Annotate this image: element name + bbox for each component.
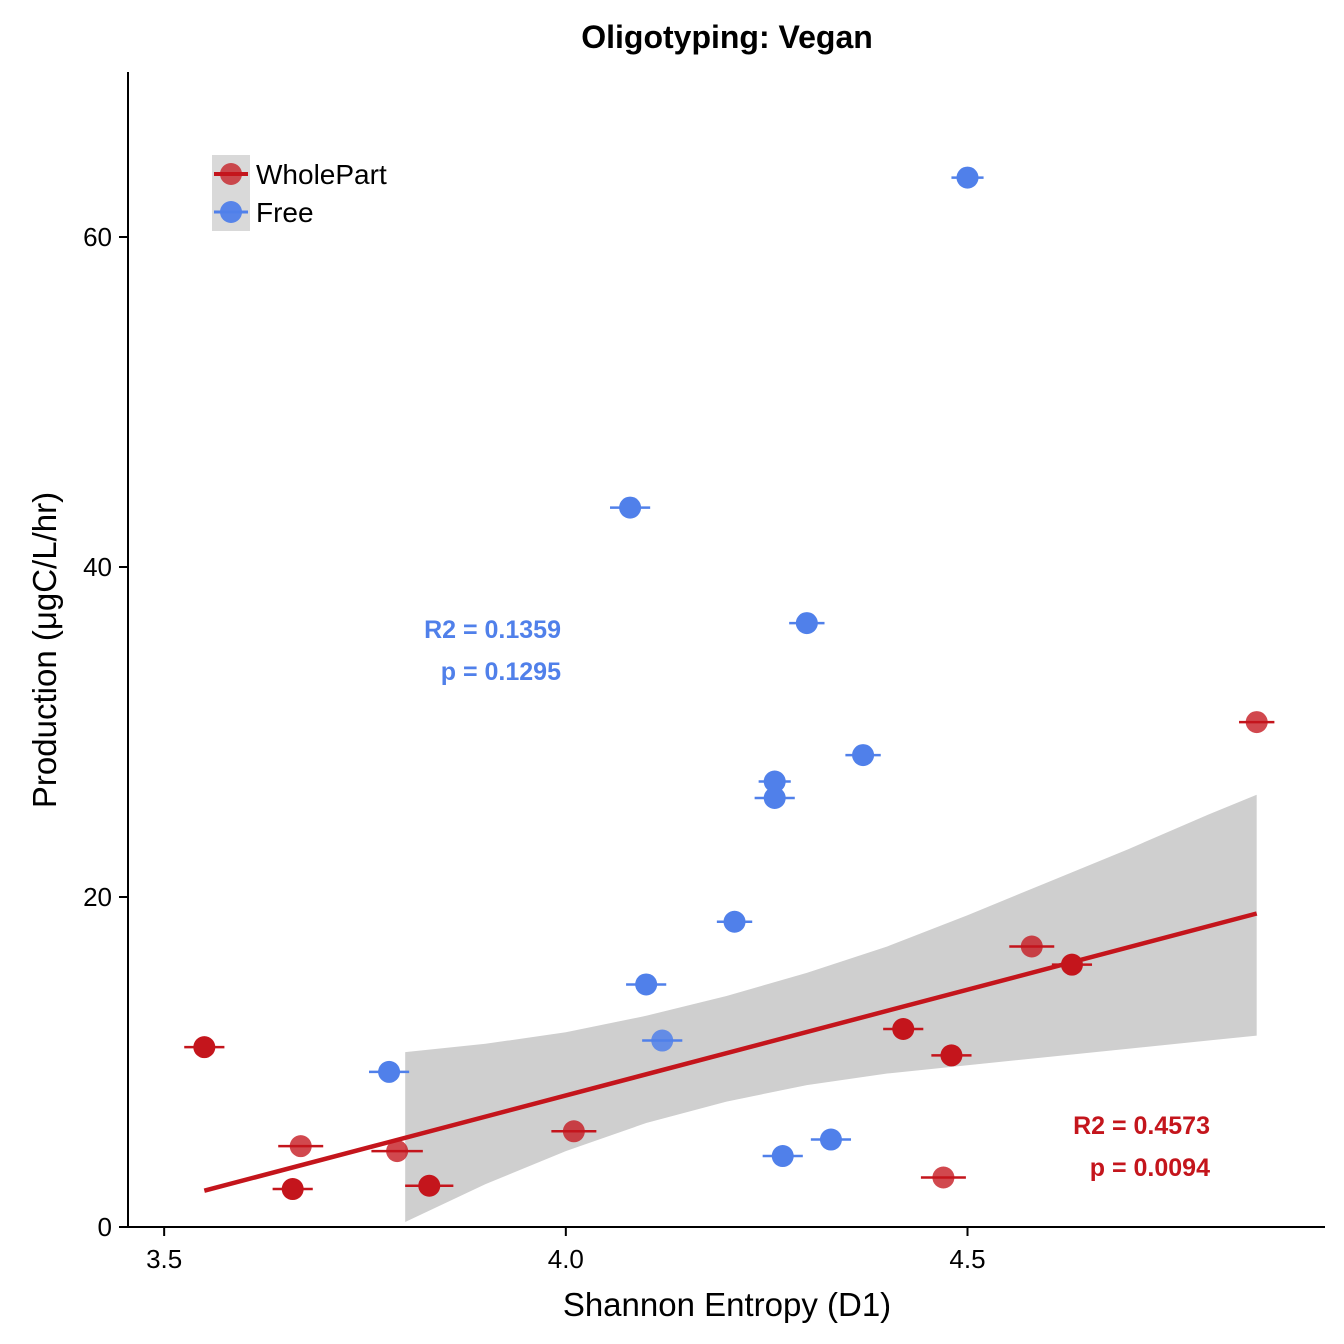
r2-label-wholepart: R2 = 0.4573 <box>1073 1112 1210 1140</box>
point-wholepart-0 <box>193 1036 216 1059</box>
point-free-7 <box>771 1145 794 1168</box>
point-free-10 <box>852 744 875 767</box>
p-value-label-free: p = 0.1295 <box>441 658 561 686</box>
point-wholepart-8 <box>940 1044 963 1067</box>
stats-wholepart: R2 = 0.4573 p = 0.0094 <box>1073 1112 1210 1182</box>
point-wholepart-10 <box>1060 953 1083 976</box>
p-value-label-wholepart: p = 0.0094 <box>1090 1154 1210 1182</box>
data-points <box>193 166 1268 1201</box>
x-tick-label-0: 3.5 <box>146 1244 182 1274</box>
stats-free: R2 = 0.1359 p = 0.1295 <box>424 616 561 686</box>
point-free-5 <box>763 770 786 793</box>
legend-item-free: Free <box>214 197 314 228</box>
point-wholepart-3 <box>386 1140 409 1163</box>
legend-label-free: Free <box>256 197 314 228</box>
plot-area <box>184 166 1275 1222</box>
point-free-2 <box>635 973 658 996</box>
point-wholepart-9 <box>1020 935 1043 958</box>
point-wholepart-1 <box>289 1135 312 1158</box>
chart-title: Oligotyping: Vegan <box>581 19 873 55</box>
confidence-band-wholepart <box>405 794 1257 1222</box>
point-free-9 <box>819 1128 842 1151</box>
legend-marker-free <box>220 201 242 223</box>
point-free-0 <box>378 1060 401 1083</box>
x-tick-label-1: 4.0 <box>548 1244 584 1274</box>
point-free-3 <box>651 1029 674 1052</box>
point-wholepart-6 <box>892 1018 915 1040</box>
y-axis-ticks: 0 20 40 60 <box>83 222 128 1242</box>
point-wholepart-5 <box>562 1120 585 1143</box>
legend-item-wholepart: WholePart <box>214 159 387 190</box>
legend-label-wholepart: WholePart <box>256 159 387 190</box>
r2-label-free: R2 = 0.1359 <box>424 616 561 644</box>
legend-marker-wholepart <box>220 163 242 185</box>
point-wholepart-4 <box>418 1174 441 1197</box>
point-wholepart-7 <box>932 1166 955 1189</box>
x-tick-label-2: 4.5 <box>949 1244 985 1274</box>
y-axis-title: Production (μgC/L/hr) <box>26 492 63 808</box>
point-free-1 <box>619 496 642 519</box>
point-free-6 <box>763 787 786 809</box>
x-axis-ticks: 3.5 4.0 4.5 <box>146 1227 986 1274</box>
legend: WholePart Free <box>212 155 387 231</box>
y-tick-label-2: 40 <box>83 552 112 582</box>
y-tick-label-1: 20 <box>83 882 112 912</box>
point-wholepart-11 <box>1245 711 1268 734</box>
y-tick-label-3: 60 <box>83 222 112 252</box>
point-wholepart-2 <box>281 1178 304 1201</box>
x-axis-title: Shannon Entropy (D1) <box>563 1286 891 1323</box>
point-free-11 <box>956 166 979 189</box>
point-free-8 <box>795 612 818 635</box>
point-free-4 <box>723 910 746 933</box>
y-tick-label-0: 0 <box>98 1212 112 1242</box>
